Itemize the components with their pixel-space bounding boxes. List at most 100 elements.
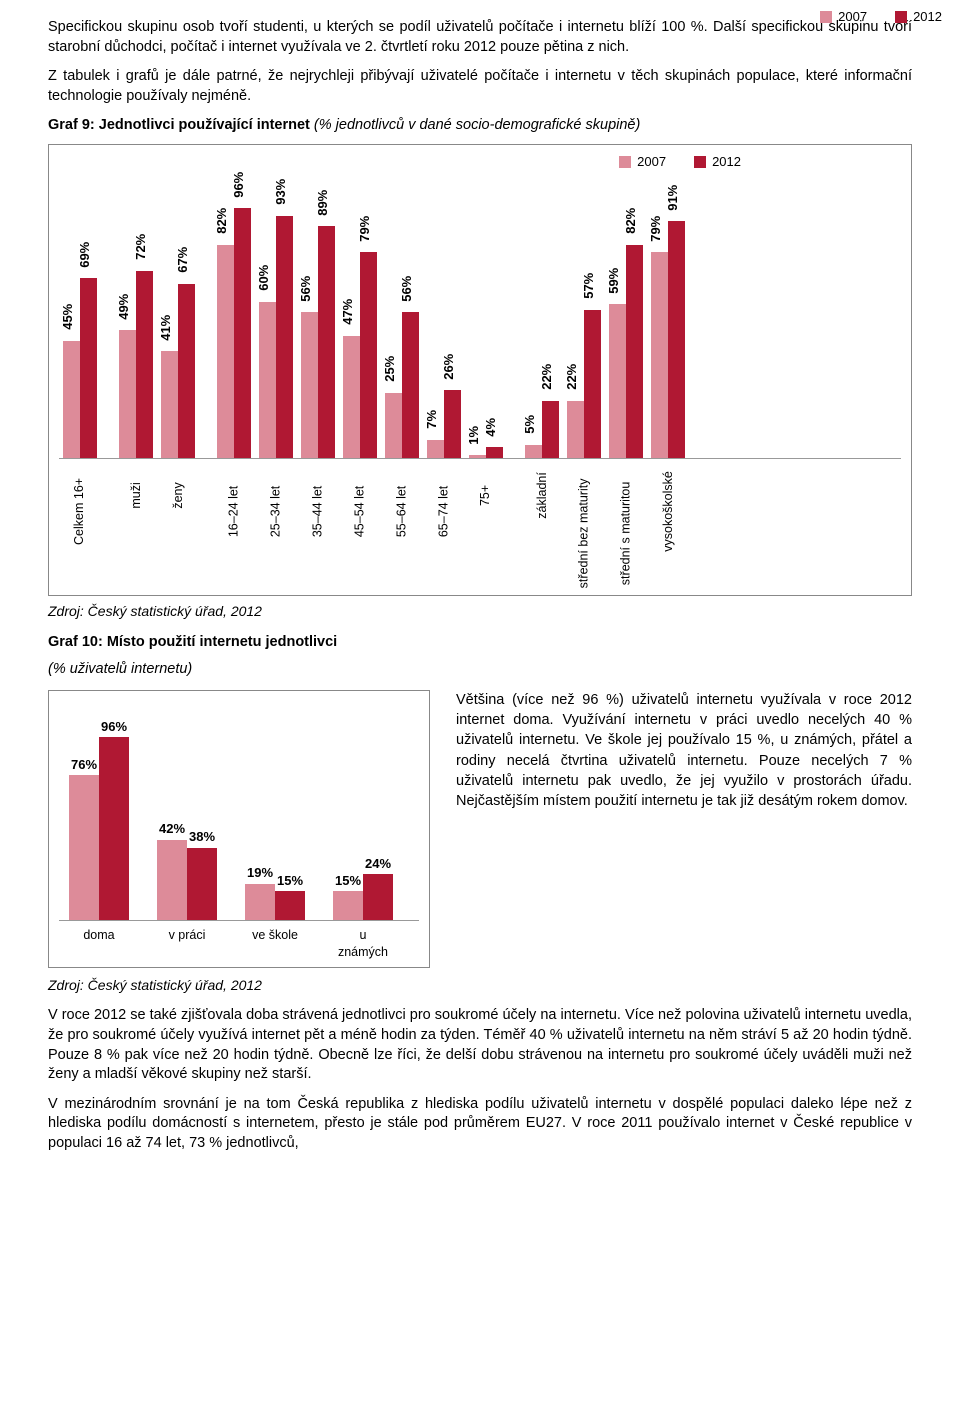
bar-value-label: 45% [59,304,77,330]
bar: 89% [318,226,335,457]
bar-value-label: 76% [71,756,97,776]
bar-value-label: 60% [255,265,273,291]
bar-value-label: 38% [189,828,215,848]
bar: 42% [157,840,187,920]
bar: 22% [542,401,559,458]
chart10-side-text: Většina (více než 96 %) uživatelů intern… [456,690,912,812]
chart9-container: 20072012 45%69%49%72%41%67%82%96%60%93%5… [48,144,912,596]
bar: 45% [63,341,80,458]
bar-value-label: 72% [132,234,150,260]
bar: 25% [385,393,402,458]
bar-group: 59%82% [609,245,643,458]
bar-value-label: 15% [277,872,303,892]
bar: 96% [99,737,129,919]
bar-value-label: 57% [580,273,598,299]
bar-value-label: 59% [605,268,623,294]
bar-value-label: 22% [538,364,556,390]
bar-value-label: 69% [76,242,94,268]
intro-para-1: Specifickou skupinu osob tvoří studenti,… [48,18,912,57]
bar-value-label: 89% [314,190,332,216]
chart9-title-bold: Graf 9: Jednotlivci používající internet [48,117,314,133]
x-label: střední s maturitou [618,481,635,585]
bar-value-label: 24% [365,855,391,875]
bar: 7% [427,440,444,458]
bar-value-label: 25% [381,356,399,382]
x-label: v práci [157,921,217,961]
bar-group: 5%22% [525,401,559,458]
legend-item: 2007 [820,8,867,26]
chart9-source: Zdroj: Český statistický úřad, 2012 [48,602,912,621]
bar-group: 19%15% [245,884,305,920]
x-label: muži [128,482,145,508]
x-label: základní [534,472,551,519]
bar-value-label: 56% [297,275,315,301]
bar-value-label: 91% [664,184,682,210]
x-label: u známých [333,921,393,961]
bar: 56% [402,312,419,458]
x-label: 16–24 let [226,486,243,537]
chart10-subtitle: (% uživatelů internetu) [48,660,912,680]
x-label-wrap: Celkem 16+ [63,459,97,589]
x-label: doma [69,921,129,961]
bar-value-label: 49% [115,294,133,320]
bar-value-label: 15% [335,872,361,892]
bar: 24% [363,874,393,920]
bar-value-label: 42% [159,820,185,840]
x-label-wrap: vysokoškolské [651,459,685,589]
bar: 60% [259,302,276,458]
legend-label: 2012 [913,8,942,26]
bar-value-label: 56% [398,275,416,301]
bar-group: 76%96% [69,737,129,919]
x-label-wrap: základní [525,459,559,589]
bar: 57% [584,310,601,458]
legend-label: 2007 [838,8,867,26]
chart9-title: Graf 9: Jednotlivci používající internet… [48,116,912,136]
x-label: ženy [170,482,187,508]
bar: 56% [301,312,318,458]
legend-item: 2012 [895,8,942,26]
x-label: 25–34 let [268,486,285,537]
bar: 49% [119,330,136,457]
chart9-title-ital: (% jednotlivců v dané socio-demografické… [314,117,640,133]
bar-group: 1%4% [469,447,503,457]
x-label-wrap: muži [119,459,153,589]
x-label-wrap: 25–34 let [259,459,293,589]
bar-group: 42%38% [157,840,217,920]
bar-value-label: 26% [440,353,458,379]
x-label-wrap: střední s maturitou [609,459,643,589]
chart9-xaxis: Celkem 16+mužiženy16–24 let25–34 let35–4… [59,459,901,589]
x-label-wrap: 45–54 let [343,459,377,589]
bar-value-label: 67% [174,247,192,273]
bar-value-label: 41% [157,314,175,340]
bar: 4% [486,447,503,457]
bar: 91% [668,221,685,458]
bar: 22% [567,401,584,458]
bar: 69% [80,278,97,457]
bar: 93% [276,216,293,458]
bar: 15% [333,891,363,920]
bar-group: 60%93% [259,216,293,458]
chart10-title: Graf 10: Místo použití internetu jednotl… [48,633,912,653]
bar-value-label: 22% [563,364,581,390]
x-label: Celkem 16+ [72,478,89,545]
bar-group: 47%79% [343,252,377,457]
chart10-xaxis: domav prácive školeu známých [59,921,419,961]
bar: 15% [275,891,305,920]
bar-value-label: 7% [423,410,441,429]
bar: 82% [626,245,643,458]
bar: 19% [245,884,275,920]
x-label-wrap: 16–24 let [217,459,251,589]
legend-swatch [820,11,832,23]
x-label: 45–54 let [352,486,369,537]
chart10-source: Zdroj: Český statistický úřad, 2012 [48,976,912,995]
bar-value-label: 96% [230,171,248,197]
bar-value-label: 1% [465,426,483,445]
bar: 26% [444,390,461,458]
x-label: střední bez maturity [576,478,593,588]
bar-group: 22%57% [567,310,601,458]
bar-group: 49%72% [119,271,153,458]
chart10-bars: 76%96%42%38%19%15%15%24% [59,701,419,921]
bar: 67% [178,284,195,458]
bar-group: 45%69% [63,278,97,457]
bar-value-label: 79% [356,216,374,242]
